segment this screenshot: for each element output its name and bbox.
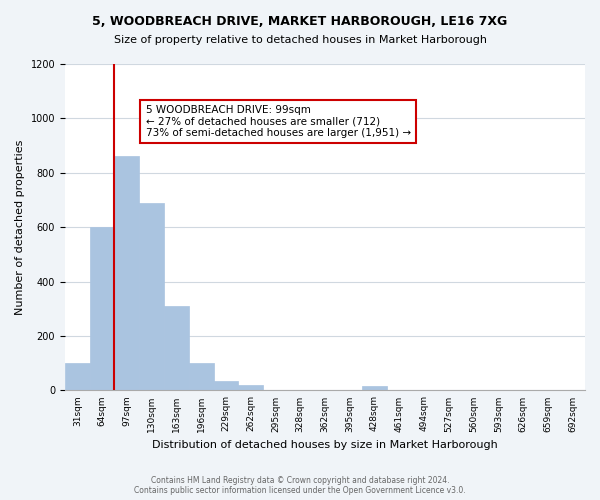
Bar — [89, 227, 115, 390]
Text: Size of property relative to detached houses in Market Harborough: Size of property relative to detached ho… — [113, 35, 487, 45]
Bar — [164, 306, 189, 390]
X-axis label: Distribution of detached houses by size in Market Harborough: Distribution of detached houses by size … — [152, 440, 498, 450]
Text: Contains HM Land Registry data © Crown copyright and database right 2024.
Contai: Contains HM Land Registry data © Crown c… — [134, 476, 466, 495]
Text: 5 WOODBREACH DRIVE: 99sqm
← 27% of detached houses are smaller (712)
73% of semi: 5 WOODBREACH DRIVE: 99sqm ← 27% of detac… — [146, 105, 410, 138]
Bar — [115, 156, 139, 390]
Bar — [139, 202, 164, 390]
Bar — [214, 381, 238, 390]
Text: 5, WOODBREACH DRIVE, MARKET HARBOROUGH, LE16 7XG: 5, WOODBREACH DRIVE, MARKET HARBOROUGH, … — [92, 15, 508, 28]
Bar — [189, 363, 214, 390]
Bar — [65, 363, 89, 390]
Bar — [238, 385, 263, 390]
Y-axis label: Number of detached properties: Number of detached properties — [15, 140, 25, 315]
Bar — [362, 386, 387, 390]
